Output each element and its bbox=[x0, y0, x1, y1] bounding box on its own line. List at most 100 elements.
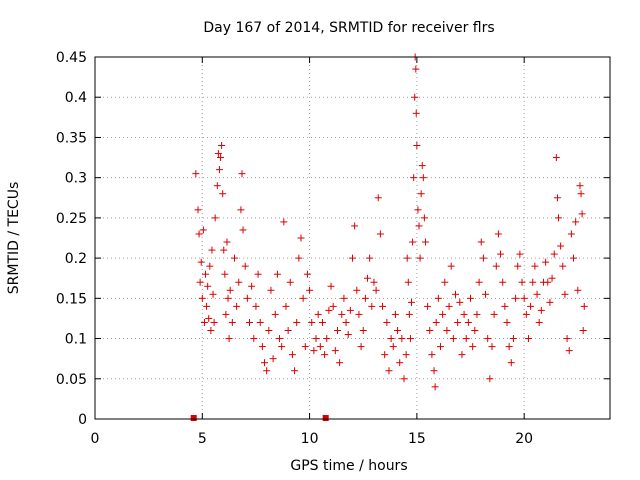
data-point bbox=[460, 310, 468, 318]
grid-layer bbox=[95, 57, 610, 419]
data-point bbox=[436, 343, 444, 351]
data-point bbox=[404, 278, 412, 286]
data-point bbox=[443, 327, 451, 335]
data-point bbox=[482, 290, 490, 298]
data-point bbox=[333, 327, 341, 335]
data-point bbox=[398, 335, 406, 343]
data-point bbox=[282, 302, 290, 310]
x-axis-label: GPS time / hours bbox=[290, 458, 407, 474]
data-point bbox=[449, 335, 457, 343]
data-point bbox=[346, 306, 354, 314]
data-point bbox=[288, 351, 296, 359]
data-point bbox=[224, 294, 232, 302]
data-point bbox=[518, 278, 526, 286]
data-point bbox=[579, 327, 587, 335]
data-point bbox=[370, 278, 378, 286]
y-tick-label: 0.1 bbox=[65, 332, 87, 348]
data-point bbox=[421, 238, 429, 246]
y-tick-label: 0.25 bbox=[56, 211, 87, 227]
data-point bbox=[486, 375, 494, 383]
data-point bbox=[475, 278, 483, 286]
data-point bbox=[507, 359, 515, 367]
y-tick-label: 0.3 bbox=[65, 171, 87, 187]
data-point bbox=[329, 302, 337, 310]
y-tick-label: 0.35 bbox=[56, 130, 87, 146]
data-point bbox=[456, 298, 464, 306]
data-point bbox=[544, 278, 552, 286]
data-point bbox=[223, 238, 231, 246]
data-point bbox=[325, 306, 333, 314]
data-point bbox=[353, 286, 361, 294]
data-point bbox=[205, 314, 213, 322]
data-point bbox=[406, 335, 414, 343]
data-point bbox=[400, 375, 408, 383]
data-point bbox=[484, 335, 492, 343]
y-tick-label: 0.4 bbox=[65, 90, 87, 106]
data-point bbox=[408, 298, 416, 306]
data-point bbox=[359, 327, 367, 335]
data-point bbox=[477, 238, 485, 246]
data-point bbox=[426, 327, 434, 335]
data-point bbox=[402, 351, 410, 359]
data-point bbox=[210, 318, 218, 326]
data-point bbox=[220, 246, 228, 254]
data-point bbox=[256, 318, 264, 326]
data-point bbox=[310, 347, 318, 355]
data-point bbox=[535, 318, 543, 326]
data-point bbox=[537, 306, 545, 314]
data-point bbox=[514, 262, 522, 270]
data-point bbox=[494, 230, 502, 238]
data-point bbox=[396, 359, 404, 367]
data-point bbox=[490, 310, 498, 318]
data-point bbox=[207, 327, 215, 335]
data-point bbox=[418, 162, 426, 170]
data-point bbox=[194, 206, 202, 214]
data-point bbox=[576, 182, 584, 190]
data-point bbox=[312, 335, 320, 343]
data-point bbox=[349, 254, 356, 262]
data-point bbox=[258, 343, 266, 351]
data-point bbox=[261, 359, 269, 367]
data-point bbox=[409, 238, 417, 246]
data-point bbox=[267, 286, 275, 294]
data-point bbox=[550, 250, 558, 258]
data-point bbox=[344, 331, 352, 339]
data-point bbox=[314, 310, 322, 318]
data-point bbox=[233, 302, 241, 310]
data-point bbox=[394, 327, 402, 335]
data-point bbox=[479, 254, 487, 262]
data-point bbox=[299, 294, 307, 302]
data-point bbox=[565, 347, 573, 355]
data-point bbox=[355, 310, 363, 318]
data-point bbox=[351, 222, 359, 230]
data-point bbox=[297, 234, 305, 242]
data-point bbox=[235, 278, 243, 286]
data-point bbox=[214, 150, 222, 158]
data-point bbox=[368, 302, 376, 310]
data-point bbox=[552, 154, 560, 162]
data-point bbox=[561, 290, 569, 298]
data-point bbox=[206, 262, 214, 270]
data-point bbox=[533, 290, 541, 298]
data-point bbox=[520, 294, 528, 302]
data-point bbox=[376, 230, 384, 238]
data-point bbox=[241, 262, 249, 270]
data-point bbox=[278, 343, 286, 351]
data-point bbox=[218, 141, 226, 149]
data-point bbox=[284, 327, 292, 335]
data-point bbox=[379, 302, 387, 310]
data-point bbox=[492, 262, 500, 270]
data-point bbox=[280, 218, 288, 226]
y-tick-label: 0.05 bbox=[56, 372, 87, 388]
data-point bbox=[383, 318, 391, 326]
data-point bbox=[219, 190, 227, 198]
data-point bbox=[225, 335, 233, 343]
data-point bbox=[204, 282, 212, 290]
data-point bbox=[374, 194, 382, 202]
data-point bbox=[306, 286, 314, 294]
data-point bbox=[577, 190, 585, 198]
data-point bbox=[416, 254, 424, 262]
data-point bbox=[243, 294, 251, 302]
data-point bbox=[385, 367, 393, 375]
